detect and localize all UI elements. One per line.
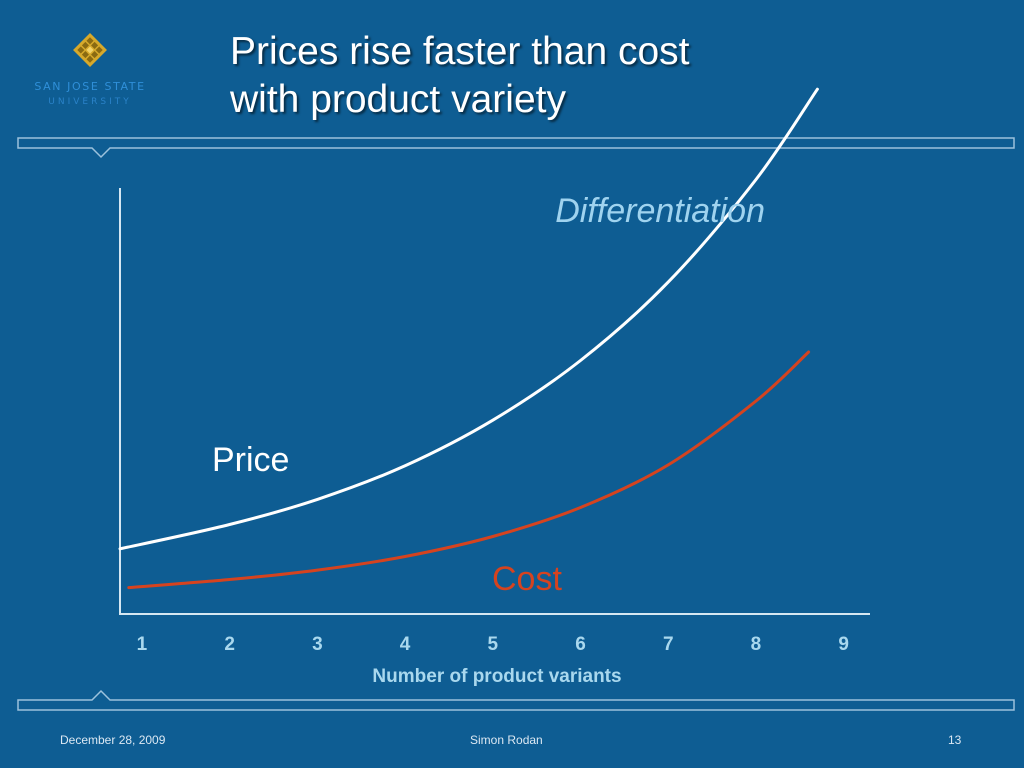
annotation-cost: Cost <box>492 560 562 598</box>
bottom-rule <box>17 689 1015 711</box>
footer-date: December 28, 2009 <box>60 733 166 747</box>
footer-author: Simon Rodan <box>470 733 543 747</box>
series-line-price <box>118 87 819 551</box>
top-rule <box>17 137 1015 159</box>
x-tick-label-7: 7 <box>663 634 674 655</box>
diamond-grid-icon <box>73 33 107 67</box>
footer-page-number: 13 <box>948 733 962 747</box>
series-layer <box>118 87 819 590</box>
annotation-price: Price <box>212 441 289 479</box>
x-tick-label-9: 9 <box>838 634 849 655</box>
x-tick-label-3: 3 <box>312 634 323 655</box>
university-name-line2: UNIVERSITY <box>48 97 132 107</box>
series-line-cost <box>127 350 811 590</box>
title-line-2: with product variety <box>230 78 566 121</box>
x-axis-label: Number of product variants <box>372 666 621 687</box>
annotation-differentiation: Differentiation <box>555 192 765 230</box>
title-line-1: Prices rise faster than cost <box>230 30 690 73</box>
university-logo: SAN JOSE STATE UNIVERSITY <box>20 32 160 112</box>
x-tick-label-6: 6 <box>575 634 586 655</box>
slide-title: Prices rise faster than cost with produc… <box>230 28 690 124</box>
x-tick-label-5: 5 <box>488 634 499 655</box>
x-tick-label-2: 2 <box>224 634 235 655</box>
x-tick-labels: 1 2 3 4 5 6 7 8 9 <box>137 634 849 655</box>
x-tick-label-4: 4 <box>400 634 411 655</box>
university-name-line1: SAN JOSE STATE <box>34 80 146 93</box>
x-tick-label-8: 8 <box>751 634 762 655</box>
x-tick-label-1: 1 <box>137 634 148 655</box>
